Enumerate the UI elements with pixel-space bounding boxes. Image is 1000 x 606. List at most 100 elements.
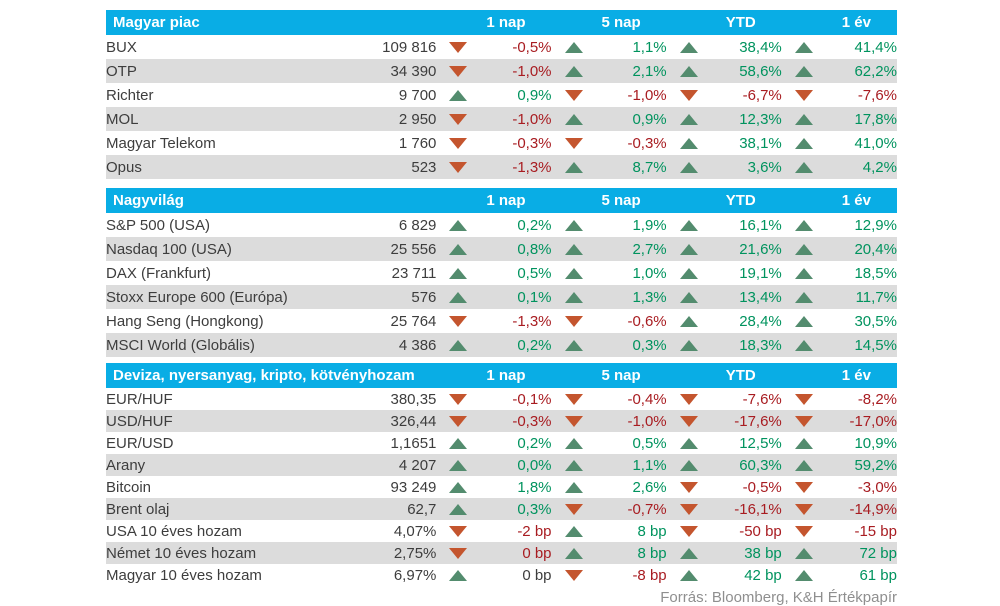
change-value: -6,7%: [742, 86, 782, 104]
change-value: 28,4%: [739, 312, 782, 330]
row-name: Opus: [106, 155, 341, 179]
up-triangle-icon: [679, 460, 698, 472]
up-triangle-icon: [564, 162, 583, 174]
row-name: EUR/USD: [106, 434, 174, 452]
row-value: 1,1651: [390, 434, 437, 452]
row-value: 4,07%: [393, 522, 437, 540]
change-value: -0,5%: [512, 38, 552, 56]
change-value: 61 bp: [859, 566, 897, 584]
change-value: -0,3%: [627, 134, 667, 152]
row-name: USA 10 éves hozam: [106, 522, 242, 540]
change-direction-cell: [552, 432, 596, 454]
up-triangle-icon: [564, 482, 583, 494]
change-direction-cell: [782, 83, 826, 107]
change-value: 0,1%: [480, 285, 552, 309]
up-triangle-icon: [564, 438, 583, 450]
up-triangle-icon: [564, 460, 583, 472]
up-triangle-icon: [794, 162, 813, 174]
change-value: -17,6%: [710, 410, 782, 432]
change-value: 12,5%: [739, 434, 782, 452]
up-triangle-icon: [679, 66, 698, 78]
change-value: 18,5%: [854, 264, 897, 282]
down-triangle-icon: [449, 316, 468, 328]
table-row: Magyar Telekom 1 760 -0,3% -0,3% 38,1% 41,0%: [106, 131, 897, 155]
up-triangle-icon: [679, 244, 698, 256]
change-value: -1,3%: [512, 312, 552, 330]
change-direction-cell: [667, 131, 711, 155]
change-direction-cell: [781, 285, 826, 309]
up-triangle-icon: [449, 460, 468, 472]
table-row: Nasdaq 100 (USA) 25 556 0,8% 2,7% 21,6% 20,4%: [106, 237, 897, 261]
down-triangle-icon: [564, 394, 583, 406]
change-direction-cell: [551, 59, 596, 83]
tables-host: Magyar piac 1 nap 5 nap YTD 1 év BUX 109 816 -0…: [106, 10, 897, 586]
change-value: 60,3%: [710, 454, 782, 476]
change-direction-cell: [436, 131, 480, 155]
down-triangle-icon: [794, 416, 813, 428]
change-direction-cell: [666, 155, 711, 179]
change-value: -1,3%: [480, 155, 552, 179]
change-direction-cell: [782, 388, 826, 410]
market-table-section: Nagyvilág 1 nap 5 nap YTD 1 év S&P 500 (USA) 6…: [106, 188, 897, 357]
row-value: 25 764: [390, 312, 437, 330]
table-row: DAX (Frankfurt) 23 711 0,5% 1,0% 19,1% 18,5%: [106, 261, 897, 285]
change-value: -3,0%: [857, 478, 897, 496]
change-direction-cell: [782, 213, 826, 237]
up-triangle-icon: [794, 244, 813, 256]
up-triangle-icon: [564, 292, 583, 304]
row-value: 576: [340, 285, 437, 309]
change-value: 10,9%: [854, 434, 897, 452]
change-direction-cell: [551, 285, 596, 309]
change-value: 0,9%: [595, 107, 667, 131]
change-value: -8,2%: [857, 390, 897, 408]
change-direction-cell: [781, 542, 826, 564]
column-header: 1 év: [781, 188, 897, 213]
row-value: 62,7: [340, 498, 437, 520]
change-value: -1,0%: [480, 107, 552, 131]
table-header-row: Deviza, nyersanyag, kripto, kötvényhozam…: [106, 363, 897, 388]
up-triangle-icon: [679, 268, 698, 280]
change-value: 1,3%: [595, 285, 667, 309]
up-triangle-icon: [449, 340, 468, 352]
up-triangle-icon: [449, 268, 468, 280]
market-table-section: Deviza, nyersanyag, kripto, kötvényhozam…: [106, 363, 897, 586]
table-row: Opus 523 -1,3% 8,7% 3,6% 4,2%: [106, 155, 897, 179]
column-header: 1 év: [781, 363, 897, 388]
change-value: 0,2%: [517, 216, 552, 234]
change-direction-cell: [436, 410, 481, 432]
down-triangle-icon: [449, 162, 468, 174]
up-triangle-icon: [449, 292, 468, 304]
down-triangle-icon: [449, 138, 468, 150]
change-value: 1,9%: [632, 216, 667, 234]
column-header: 1 év: [781, 10, 897, 35]
row-value: 326,44: [340, 410, 437, 432]
change-direction-cell: [551, 333, 596, 357]
change-value: 0 bp: [480, 542, 552, 564]
change-direction-cell: [782, 432, 826, 454]
down-triangle-icon: [564, 138, 583, 150]
up-triangle-icon: [564, 340, 583, 352]
row-value: 93 249: [390, 478, 437, 496]
change-direction-cell: [781, 237, 826, 261]
change-value: 0,9%: [517, 86, 552, 104]
change-value: 0,0%: [480, 454, 552, 476]
change-direction-cell: [781, 410, 826, 432]
up-triangle-icon: [679, 548, 698, 560]
change-direction-cell: [666, 498, 711, 520]
row-name: Arany: [106, 454, 341, 476]
up-triangle-icon: [449, 570, 468, 582]
column-header: 1 nap: [436, 10, 552, 35]
change-direction-cell: [551, 410, 596, 432]
change-direction-cell: [666, 454, 711, 476]
table-row: Arany 4 207 0,0% 1,1% 60,3% 59,2%: [106, 454, 897, 476]
up-triangle-icon: [449, 504, 468, 516]
change-value: 1,1%: [595, 454, 667, 476]
change-value: 0,3%: [480, 498, 552, 520]
change-direction-cell: [436, 476, 480, 498]
change-value: 0,5%: [632, 434, 667, 452]
source-note: Forrás: Bloomberg, K&H Értékpapír: [660, 589, 897, 606]
change-direction-cell: [667, 388, 711, 410]
row-name: Nasdaq 100 (USA): [106, 237, 341, 261]
change-value: 0,2%: [480, 333, 552, 357]
up-triangle-icon: [794, 138, 813, 150]
